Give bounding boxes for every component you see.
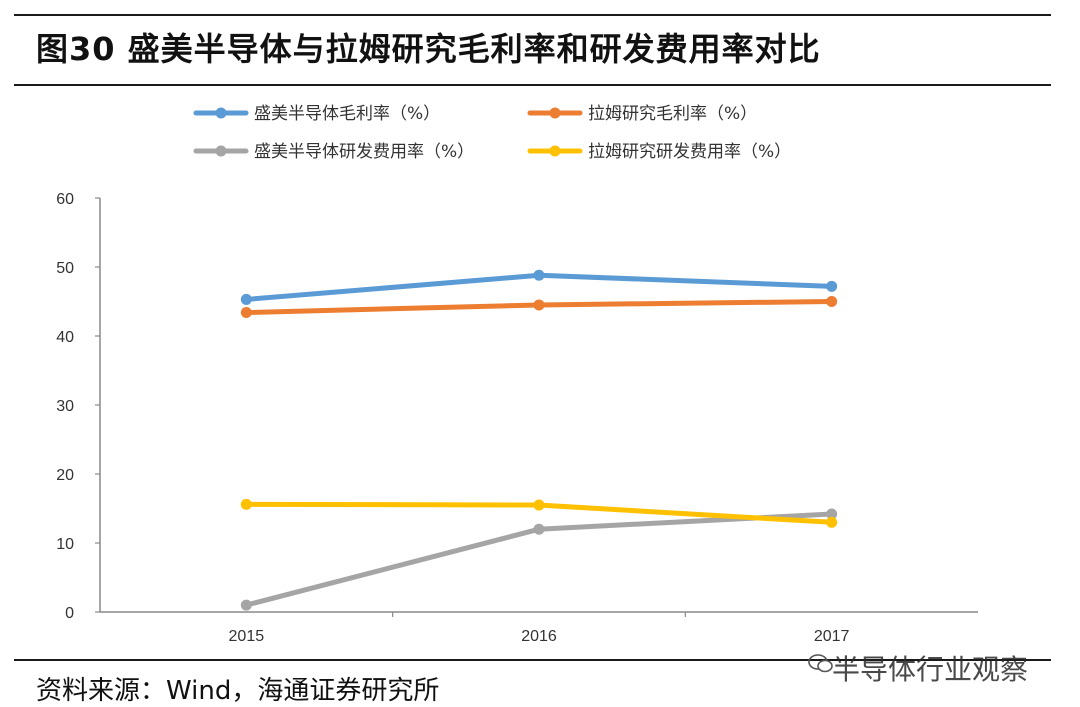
data-point bbox=[826, 296, 838, 307]
series-2 bbox=[240, 296, 838, 319]
series-3 bbox=[240, 508, 838, 611]
legend-label: 拉姆研究研发费用率（%） bbox=[588, 142, 791, 162]
legend-item: 拉姆研究研发费用率（%） bbox=[527, 142, 791, 162]
data-point bbox=[826, 508, 838, 520]
data-point bbox=[533, 299, 545, 311]
legend-marker bbox=[549, 107, 561, 119]
watermark-text: 半导体行业观察 bbox=[832, 653, 1029, 686]
figure-title: 图30 盛美半导体与拉姆研究毛利率和研发费用率对比 bbox=[36, 30, 821, 68]
bottom-rule bbox=[14, 659, 1051, 661]
y-tick-label: 0 bbox=[65, 605, 74, 622]
data-point bbox=[240, 293, 252, 305]
data-point bbox=[533, 523, 545, 535]
legend-label: 盛美半导体研发费用率（%） bbox=[254, 142, 474, 162]
legend-item: 拉姆研究毛利率（%） bbox=[527, 104, 757, 124]
axes: 0 10 20 30 40 50 60 2015 2016 2017 bbox=[56, 191, 978, 645]
data-point bbox=[826, 516, 838, 528]
x-tick-label: 2017 bbox=[814, 628, 850, 645]
y-tick-label: 20 bbox=[56, 467, 74, 484]
legend-marker bbox=[215, 145, 227, 157]
series-1 bbox=[240, 269, 838, 305]
y-tick-label: 50 bbox=[56, 260, 74, 277]
x-tick-label: 2016 bbox=[521, 628, 557, 645]
data-point bbox=[240, 307, 252, 319]
wechat-icon bbox=[808, 654, 833, 673]
legend-label: 拉姆研究毛利率（%） bbox=[588, 104, 757, 124]
data-point bbox=[826, 280, 838, 292]
legend-marker bbox=[215, 107, 227, 119]
y-tick-label: 40 bbox=[56, 329, 74, 346]
top-rule bbox=[14, 14, 1051, 16]
title-rule bbox=[14, 84, 1051, 86]
y-tick-label: 10 bbox=[56, 536, 74, 553]
series-layer bbox=[240, 269, 838, 611]
legend-item: 盛美半导体研发费用率（%） bbox=[193, 142, 474, 162]
legend: 盛美半导体毛利率（%） 拉姆研究毛利率（%） 盛美半导体研发费用率（%） 拉姆研究研发… bbox=[193, 104, 791, 162]
legend-marker bbox=[549, 145, 561, 157]
series-4 bbox=[240, 498, 838, 528]
y-tick-label: 30 bbox=[56, 398, 74, 415]
y-tick-label: 60 bbox=[56, 191, 74, 208]
data-point bbox=[533, 499, 545, 511]
legend-label: 盛美半导体毛利率（%） bbox=[254, 104, 440, 124]
data-point bbox=[240, 599, 252, 611]
source-note: 资料来源：Wind，海通证券研究所 bbox=[36, 676, 440, 706]
data-point bbox=[533, 269, 545, 281]
x-tick-label: 2015 bbox=[229, 628, 265, 645]
data-point bbox=[240, 498, 252, 510]
legend-item: 盛美半导体毛利率（%） bbox=[193, 104, 440, 124]
